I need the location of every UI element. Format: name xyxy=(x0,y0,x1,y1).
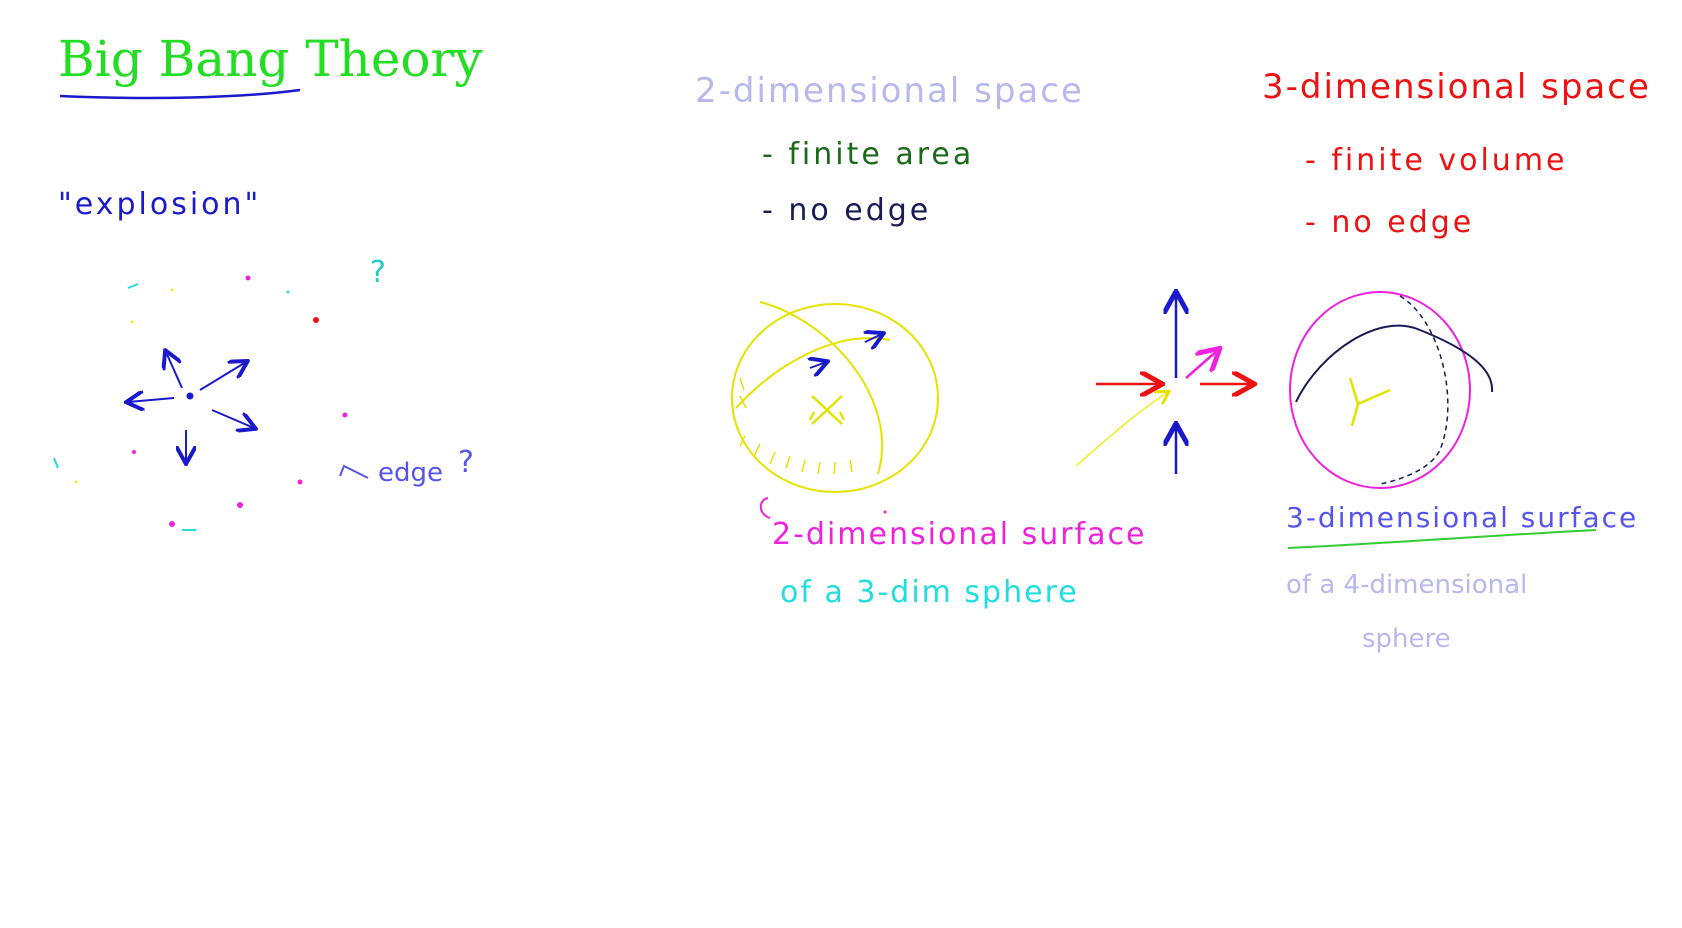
space3d-bullet-1: - finite volume xyxy=(1305,143,1568,178)
question-mark-top: ? xyxy=(370,255,386,290)
explosion-arrows xyxy=(128,352,254,462)
space3d-bullet-2: - no edge xyxy=(1305,205,1475,240)
space2d-heading: 2-dimensional space xyxy=(695,71,1084,111)
surface-arrow-1 xyxy=(810,362,826,368)
surface-arrow-2 xyxy=(865,334,882,342)
space3d-heading: 3-dimensional space xyxy=(1262,67,1651,107)
caption2d-line2: of a 3-dim sphere xyxy=(780,575,1079,610)
particle-dots xyxy=(53,275,348,531)
caption3d-line1: 3-dimensional surface xyxy=(1286,501,1639,534)
caption3d-line3: sphere xyxy=(1362,624,1451,654)
caption3d-line2: of a 4-dimensional xyxy=(1286,570,1528,600)
edge-pointer xyxy=(339,464,369,479)
title-underline xyxy=(59,88,301,100)
question-mark-edge: ? xyxy=(458,445,474,480)
edge-label: edge xyxy=(378,458,443,488)
sphere-2d xyxy=(731,301,939,493)
page-title: Big Bang Theory xyxy=(58,30,483,88)
caption2d-pointer xyxy=(759,497,771,519)
caption2d-line1: 2-dimensional surface xyxy=(772,517,1147,552)
explosion-label: "explosion" xyxy=(58,187,262,222)
space2d-bullet-2: - no edge xyxy=(762,193,932,228)
axes-3d xyxy=(1075,294,1252,474)
sphere-3d xyxy=(1289,291,1494,489)
space2d-bullet-1: - finite area xyxy=(762,137,975,172)
caption3d-underline xyxy=(1287,529,1597,549)
